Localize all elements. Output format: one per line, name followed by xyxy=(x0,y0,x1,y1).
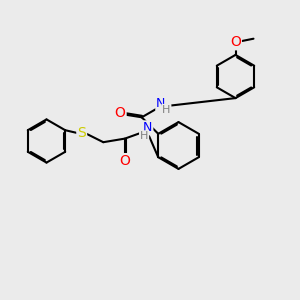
Text: H: H xyxy=(140,131,148,141)
Text: H: H xyxy=(162,105,170,115)
Text: S: S xyxy=(77,126,86,140)
Text: N: N xyxy=(156,97,166,110)
Text: O: O xyxy=(115,106,126,120)
Text: O: O xyxy=(119,154,130,168)
Text: N: N xyxy=(143,121,152,134)
Text: O: O xyxy=(230,35,241,49)
